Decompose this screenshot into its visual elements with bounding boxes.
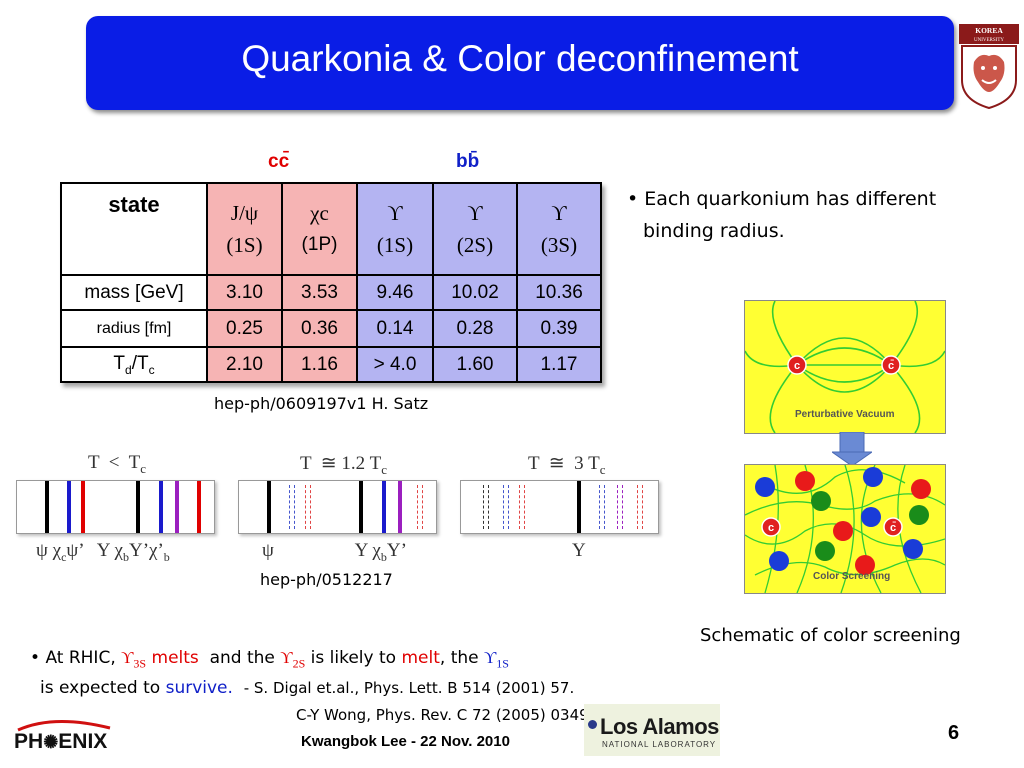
line-psi <box>267 481 271 533</box>
spectrum-labels-2: ψ Υ χbΥ’ <box>262 540 407 564</box>
bottom-bullet: • At RHIC, ϒ3S melts and the ϒ2S is like… <box>30 648 509 671</box>
phenix-logo: PH✺ENIX <box>14 718 134 758</box>
state-upsilon-2s: ϒ (2S) <box>432 182 518 276</box>
line-upsilon <box>577 481 581 533</box>
line-upsilon <box>136 481 140 533</box>
charm-pair-label: cc̄ <box>268 151 290 172</box>
page-number: 6 <box>948 722 960 744</box>
color-screening-diagram: c c̄ Color Screening <box>744 464 946 594</box>
spectrum-labels-1: ψ χcψ’ Υ χbΥ’χ’b <box>36 540 170 564</box>
state-upsilon-3s: ϒ (3S) <box>516 182 602 276</box>
color-screening-label: Color Screening <box>813 571 891 582</box>
bottom-bullet-line2: is expected to survive. - S. Digal et.al… <box>40 678 575 698</box>
line-chib <box>382 481 386 533</box>
svg-text:KOREA: KOREA <box>975 26 1003 35</box>
table-reference: hep-ph/0609197v1 H. Satz <box>214 394 429 413</box>
schematic-caption: Schematic of color screening <box>700 625 961 646</box>
svg-text:UNIVERSITY: UNIVERSITY <box>974 38 1004 43</box>
table-row-td-tc: Td/Tc 2.10 1.16 > 4.0 1.60 1.17 <box>60 346 602 383</box>
perturbative-vacuum-diagram: c c̄ Perturbative Vacuum <box>744 300 946 434</box>
table-row-radius: radius [fm] 0.25 0.36 0.14 0.28 0.39 <box>60 309 602 348</box>
line-chib <box>159 481 163 533</box>
line-upsilon <box>359 481 363 533</box>
spectrum-temp-1: T < Tc <box>88 452 147 476</box>
korea-university-logo: KOREA UNIVERSITY <box>956 22 1022 110</box>
quark-cbar-label-2: c̄ <box>890 522 896 534</box>
line-psiprime <box>81 481 85 533</box>
footer-author: Kwangbok Lee - 22 Nov. 2010 <box>301 733 510 750</box>
spectrum-labels-3: Υ <box>572 540 586 561</box>
spectra-reference: hep-ph/0512217 <box>260 570 393 589</box>
spectrum-panel-3tc <box>460 480 659 534</box>
spectrum-panel-below-tc <box>16 480 215 534</box>
quark-c-label-2: c <box>768 522 774 534</box>
state-jpsi: J/ψ (1S) <box>206 182 283 276</box>
los-alamos-dot-icon <box>588 720 597 729</box>
line-upsilonprime <box>175 481 179 533</box>
slide-title: Quarkonia & Color deconfinement <box>241 38 799 79</box>
bottom-pair-label: bb̄ <box>456 151 480 172</box>
spectrum-temp-3: T ≅ 3 Tc <box>528 453 606 477</box>
bullet-dot: • <box>627 188 645 210</box>
bullet-binding-radius: • Each quarkonium has different <box>627 188 937 210</box>
quarkonia-table: state J/ψ (1S) χc (1P) ϒ (1S) ϒ (2S) ϒ (… <box>60 182 602 383</box>
sun-icon: ✺ <box>43 732 59 752</box>
title-bar <box>86 16 954 110</box>
line-chic <box>67 481 71 533</box>
state-upsilon-1s: ϒ (1S) <box>356 182 434 276</box>
bottom-bullet-ref2: C-Y Wong, Phys. Rev. C 72 (2005) 034906. <box>296 706 613 724</box>
line-upsilonprime <box>398 481 402 533</box>
state-chic: χc (1P) <box>281 182 358 276</box>
line-psi <box>45 481 49 533</box>
quark-cbar-label: c̄ <box>888 360 894 372</box>
bullet-binding-radius-line2: binding radius. <box>643 220 785 242</box>
spectrum-panel-1-2tc <box>238 480 437 534</box>
table-row-mass: mass [GeV] 3.10 3.53 9.46 10.02 10.36 <box>60 274 602 311</box>
perturbative-vacuum-label: Perturbative Vacuum <box>795 409 895 420</box>
td-tc-label: Td/Tc <box>60 346 208 383</box>
spectrum-temp-2: T ≅ 1.2 Tc <box>300 453 387 477</box>
state-header: state <box>60 182 208 276</box>
los-alamos-logo: Los Alamos NATIONAL LABORATORY <box>584 704 720 756</box>
quark-c-label: c <box>794 360 800 372</box>
line-chibprime <box>197 481 201 533</box>
